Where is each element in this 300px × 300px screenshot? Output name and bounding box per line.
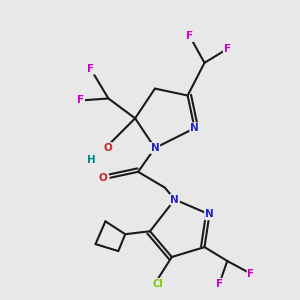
Text: F: F: [216, 279, 223, 289]
Text: O: O: [103, 143, 112, 153]
Text: F: F: [224, 44, 231, 54]
Text: N: N: [151, 143, 159, 153]
Text: H: H: [87, 155, 96, 165]
Text: F: F: [87, 64, 94, 74]
Text: F: F: [186, 31, 193, 41]
Text: O: O: [98, 173, 107, 183]
Text: N: N: [170, 194, 179, 205]
Text: N: N: [190, 123, 199, 133]
Text: F: F: [77, 95, 84, 106]
Text: F: F: [248, 269, 255, 279]
Text: Cl: Cl: [153, 279, 163, 289]
Text: N: N: [205, 209, 214, 219]
